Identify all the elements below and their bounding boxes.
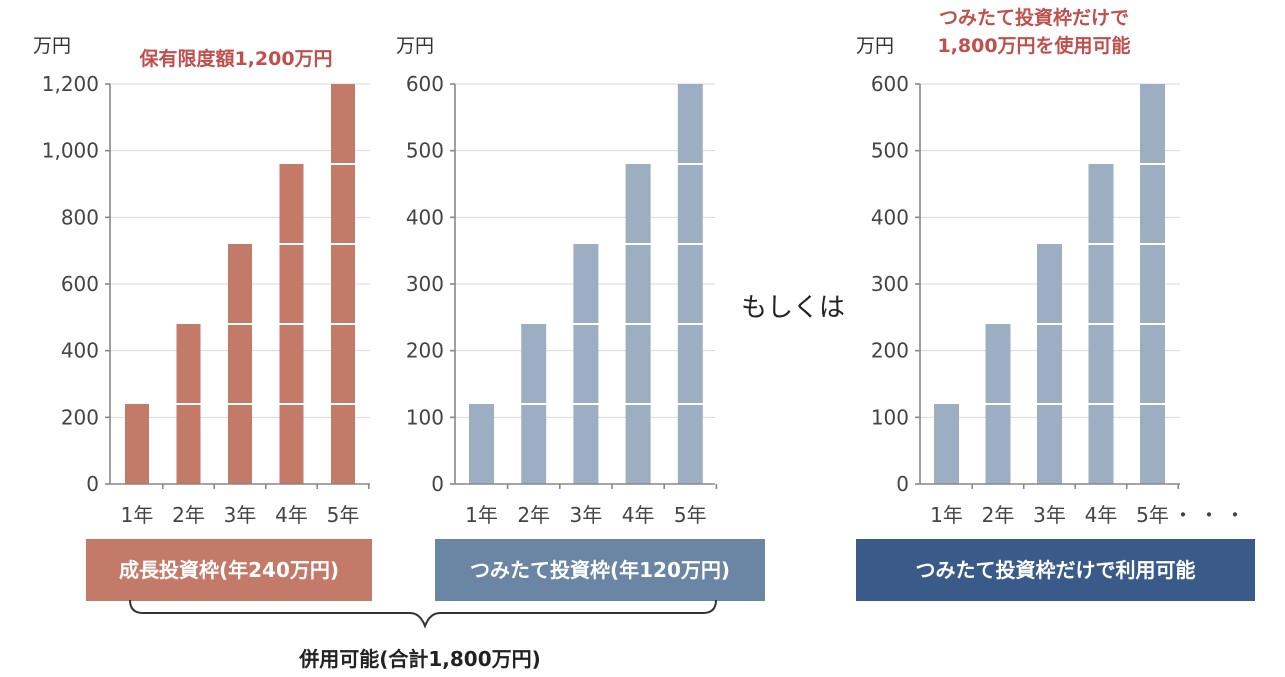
x-tick-label: 3年 [224,503,257,527]
annotation-line: 保有限度額1,200万円 [138,47,332,70]
y-tick-label: 100 [871,405,909,429]
bar-3 [573,244,599,484]
x-tick-label: 4年 [622,503,655,527]
y-tick-label: 200 [871,339,909,363]
x-tick-label: 2年 [517,503,550,527]
annotation-line: 1,800万円を使用可能 [937,34,1130,57]
y-tick-label: 400 [61,339,99,363]
y-tick-label: 600 [871,72,909,96]
bar-1 [125,404,149,484]
x-tick-label: 1年 [465,503,498,527]
y-tick-label: 600 [61,272,99,296]
y-tick-label: 0 [86,472,99,496]
y-tick-label: 300 [406,272,444,296]
y-tick-label: 1,000 [42,139,99,163]
caption-box [86,539,372,601]
bar-1 [934,404,959,484]
bar-5 [677,84,703,484]
y-tick-label: 200 [406,339,444,363]
x-tick-label: 3年 [570,503,603,527]
y-tick-label: 400 [871,205,909,229]
annotation-line: つみたて投資枠だけで [939,6,1129,29]
y-tick-label: 800 [61,205,99,229]
x-tick-label: 2年 [982,503,1015,527]
caption-box [856,539,1255,601]
x-tick-label: 5年 [327,503,360,527]
growth-frame-chart: 0 200 400 600 800 1,000 1,200 1年 2年 3年 4年 5年 万円保有限度額… [33,35,372,601]
bar-3 [1037,244,1062,484]
caption-box [435,539,765,601]
caption-label: つみたて投資枠(年120万円) [470,558,730,582]
unit-label: 万円 [33,35,71,57]
y-tick-label: 200 [61,405,99,429]
y-tick-label: 0 [431,472,444,496]
y-tick-label: 100 [406,405,444,429]
y-tick-label: 0 [896,472,909,496]
bar-5 [1140,84,1165,484]
bar-3 [228,244,252,484]
y-tick-label: 300 [871,272,909,296]
x-tick-label: 2年 [172,503,205,527]
x-tick-label: 4年 [275,503,308,527]
bar-1 [469,404,494,484]
caption-label: 成長投資枠(年240万円) [119,558,339,582]
y-tick-label: 500 [406,139,444,163]
combined-bracket [129,599,717,629]
y-tick-label: 1,200 [42,72,99,96]
x-tick-label: 3年 [1033,503,1066,527]
bar-5 [331,84,355,484]
unit-label: 万円 [856,35,894,57]
tsumitate-frame-chart: 0 100 200 300 400 500 600 1年 2年 3年 4年 5年 万円つみたて投資枠(年… [396,35,765,601]
or-label: もしくは [741,293,845,323]
x-tick-label: 5年 [674,503,707,527]
combined-label: 併用可能(合計1,800万円) [298,647,541,671]
y-tick-label: 400 [406,205,444,229]
ellipsis-marker: ・・・ [1173,503,1251,527]
y-tick-label: 500 [871,139,909,163]
x-tick-label: 4年 [1085,503,1118,527]
caption-label: つみたて投資枠だけで利用可能 [916,558,1196,582]
x-tick-label: 1年 [121,503,154,527]
x-tick-label: 1年 [930,503,963,527]
x-tick-label: 5年 [1136,503,1169,527]
y-tick-label: 600 [406,72,444,96]
unit-label: 万円 [396,35,434,57]
